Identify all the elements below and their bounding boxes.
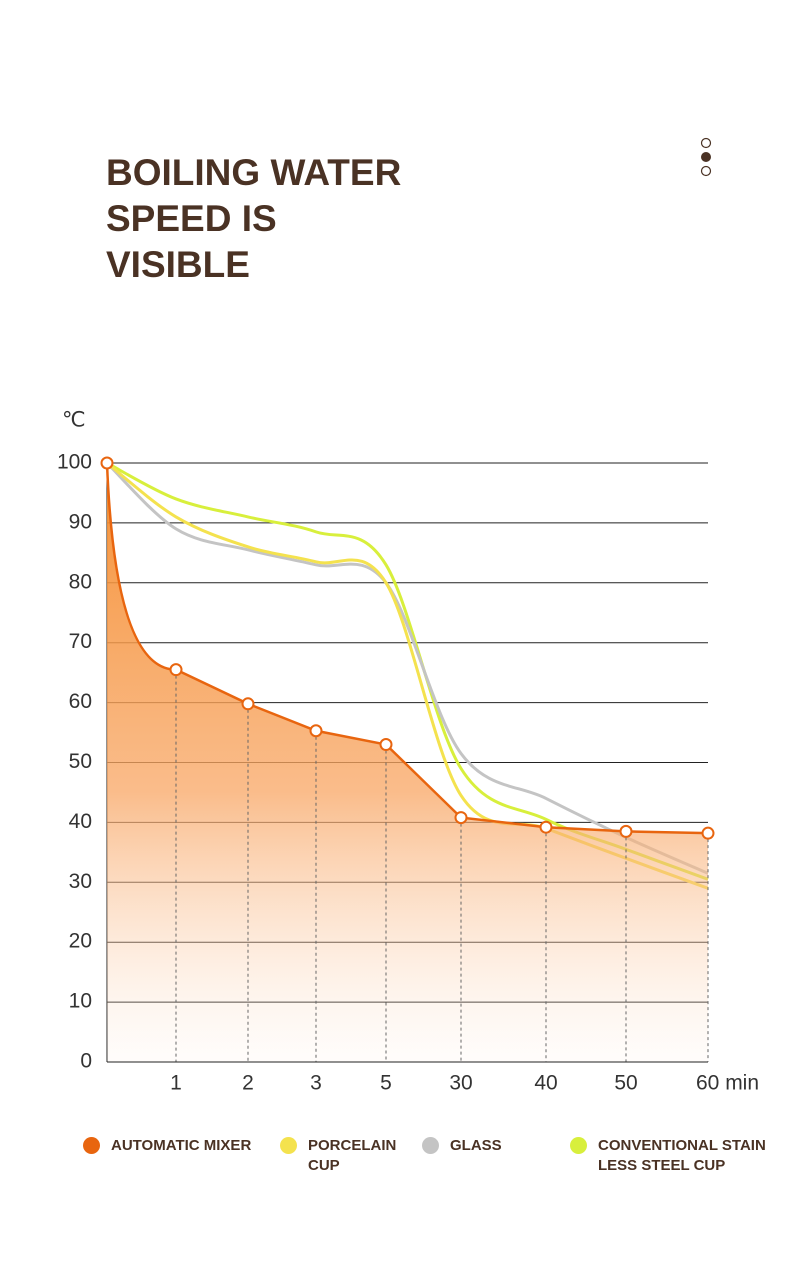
legend-swatch xyxy=(422,1137,439,1154)
data-point xyxy=(539,820,553,834)
legend-swatch xyxy=(83,1137,100,1154)
x-tick-label: 40 xyxy=(534,1072,557,1095)
x-tick-label: 50 xyxy=(614,1072,637,1095)
x-tick-label: 3 xyxy=(310,1072,322,1095)
y-tick-label: 30 xyxy=(69,870,92,893)
data-point xyxy=(241,697,255,711)
legend-entry: GLASS xyxy=(422,1136,550,1156)
legend-label: GLASS xyxy=(450,1137,502,1154)
y-tick-label: 60 xyxy=(69,690,92,713)
x-tick-label: 1 xyxy=(170,1072,182,1095)
y-tick-label: 40 xyxy=(69,810,92,833)
legend-swatch xyxy=(280,1137,297,1154)
data-point xyxy=(169,663,183,677)
data-point xyxy=(701,826,715,840)
legend-entry: AUTOMATIC MIXER xyxy=(83,1136,301,1156)
y-tick-label: 90 xyxy=(69,510,92,533)
legend-entry: PORCELAIN CUP xyxy=(280,1136,404,1176)
series-line xyxy=(105,462,709,835)
legend-label: AUTOMATIC MIXER xyxy=(111,1137,252,1154)
data-point xyxy=(100,456,114,470)
x-tick-label: 60 min xyxy=(696,1072,759,1095)
data-point xyxy=(379,738,393,752)
y-tick-label: 100 xyxy=(57,451,92,474)
data-point xyxy=(619,824,633,838)
y-tick-label: 10 xyxy=(69,990,92,1013)
series-line xyxy=(105,461,709,875)
page-dot[interactable] xyxy=(700,165,712,177)
legend-label: CONVENTIONAL STAINLESS STEEL CUP xyxy=(598,1137,766,1174)
y-tick-label: 50 xyxy=(69,750,92,773)
area-fill xyxy=(107,463,708,1062)
legend-swatch xyxy=(570,1137,587,1154)
page-dot[interactable] xyxy=(700,137,712,149)
x-tick-label: 5 xyxy=(380,1072,392,1095)
y-tick-label: 20 xyxy=(69,930,92,953)
data-point xyxy=(454,811,468,825)
data-point xyxy=(309,724,323,738)
y-tick-label: 70 xyxy=(69,630,92,653)
y-axis-label: ℃ xyxy=(62,409,86,432)
y-tick-label: 0 xyxy=(80,1050,92,1073)
page-dot[interactable] xyxy=(701,152,711,162)
legend-entry: CONVENTIONAL STAINLESS STEEL CUP xyxy=(570,1136,766,1176)
x-tick-label: 2 xyxy=(242,1072,254,1095)
legend-label: PORCELAIN CUP xyxy=(308,1137,397,1174)
chart-title: BOILING WATER SPEED IS VISIBLE xyxy=(106,152,402,285)
y-tick-label: 80 xyxy=(69,570,92,593)
x-tick-label: 30 xyxy=(449,1072,472,1095)
